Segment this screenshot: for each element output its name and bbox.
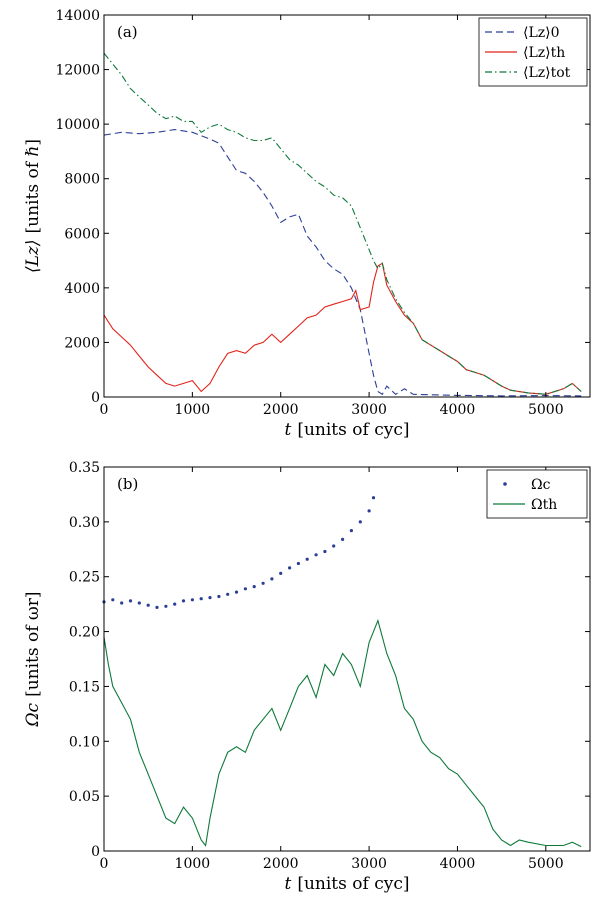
omega-c-point	[146, 603, 150, 607]
legend-marker-dot	[503, 482, 507, 486]
y-tick-label: 0	[91, 390, 100, 406]
omega-c-point	[270, 577, 274, 581]
legend-entry-label: Ωth	[531, 497, 557, 513]
x-tick-label: 3000	[351, 402, 387, 418]
omega-c-point	[181, 599, 186, 603]
x-tick-label: 4000	[440, 402, 476, 418]
omega-c-point	[120, 601, 124, 605]
x-tick-label: 2000	[263, 856, 299, 872]
x-tick-label: 2000	[263, 402, 299, 418]
y-tick-label: 0.10	[69, 734, 100, 750]
x-tick-label: 0	[100, 402, 109, 418]
omega-c-point	[332, 544, 336, 548]
legend-entry-label: ⟨Lz⟩0	[523, 25, 560, 41]
panel-label: (b)	[117, 475, 138, 493]
omega-c-point	[367, 509, 371, 513]
x-tick-label: 4000	[440, 856, 476, 872]
y-axis-units: [units of ℏ]	[23, 139, 43, 233]
x-axis-label: t [units of cyc]	[285, 420, 410, 440]
omega-c-point	[111, 598, 115, 602]
panel-a: 0 1000 2000 3000 4000 5000 0 2000 4000 6000 8000 10…	[23, 8, 591, 440]
x-tick-label: 1000	[175, 856, 211, 872]
y-axis-units: [units of ωr]	[23, 591, 43, 696]
y-tick-label: 14000	[55, 8, 100, 24]
y-tick-label: 0.05	[69, 789, 100, 805]
omega-c-point	[226, 592, 230, 596]
y-tick-label: 0	[91, 844, 100, 860]
x-tick-label: 0	[100, 856, 109, 872]
y-tick-label: 12000	[55, 63, 100, 79]
y-tick-label: 0.15	[69, 679, 100, 695]
omega-c-point	[217, 594, 221, 599]
series-line-1	[103, 618, 582, 848]
omega-c-point	[288, 566, 292, 570]
omega-c-point	[190, 598, 194, 602]
y-tick-label: 8000	[64, 172, 100, 188]
legend-entry-label: ⟨Lz⟩th	[523, 45, 565, 61]
omega-c-point	[137, 601, 141, 605]
y-axis-var: ⟨Lz⟩	[23, 239, 43, 273]
x-axis-label: t [units of cyc]	[285, 874, 410, 894]
y-axis-label: Ωc [units of ωr]	[23, 591, 43, 727]
omega-c-point	[279, 571, 283, 576]
omega-c-point	[234, 590, 239, 594]
y-tick-label: 4000	[64, 281, 100, 297]
x-axis-var: t	[285, 874, 292, 894]
omega-c-point	[128, 599, 133, 603]
series-line-0	[103, 129, 582, 397]
panel-label: (a)	[117, 23, 138, 41]
y-tick-label: 0.30	[69, 515, 100, 531]
legend-entry-label: Ωc	[531, 477, 551, 493]
x-tick-label: 5000	[528, 402, 564, 418]
x-axis-var: t	[285, 420, 292, 440]
omega-c-point	[164, 604, 168, 608]
omega-c-point	[243, 587, 247, 591]
y-axis-label: ⟨Lz⟩ [units of ℏ]	[23, 139, 43, 273]
omega-c-point	[349, 529, 353, 533]
x-tick-label: 1000	[175, 402, 211, 418]
axes-frame	[103, 466, 591, 852]
omega-c-point	[208, 596, 212, 600]
omega-c-point	[199, 597, 203, 601]
series-line-1	[103, 262, 582, 395]
y-tick-label: 0.20	[69, 625, 100, 641]
y-tick-label: 2000	[64, 335, 100, 351]
omega-c-point	[371, 496, 376, 500]
y-tick-label: 0.35	[69, 460, 100, 476]
omega-c-point	[323, 549, 327, 554]
y-tick-label: 6000	[64, 226, 100, 242]
omega-c-point	[252, 585, 256, 589]
series-line-2	[103, 52, 582, 395]
x-axis-units: [units of cyc]	[297, 874, 409, 894]
omega-c-point	[296, 561, 300, 566]
legend-box	[486, 469, 588, 519]
panel-b: 0 1000 2000 3000 4000 5000 0 0.05 0.10 0.15 0.20 0.…	[23, 460, 591, 894]
omega-c-point	[314, 553, 318, 557]
y-tick-label: 0.25	[69, 570, 100, 586]
omega-c-point	[341, 537, 345, 542]
y-axis-var: Ωc	[23, 702, 43, 727]
x-axis-units: [units of cyc]	[297, 420, 409, 440]
x-tick-label: 5000	[528, 856, 564, 872]
omega-c-point	[358, 520, 362, 524]
omega-c-point	[261, 581, 265, 585]
omega-c-point	[155, 605, 159, 610]
omega-c-point	[305, 557, 309, 561]
y-tick-label: 10000	[55, 117, 100, 133]
legend-entry-label: ⟨Lz⟩tot	[523, 65, 571, 81]
axes-frame	[103, 14, 591, 398]
x-tick-label: 3000	[351, 856, 387, 872]
omega-c-point	[173, 602, 177, 606]
